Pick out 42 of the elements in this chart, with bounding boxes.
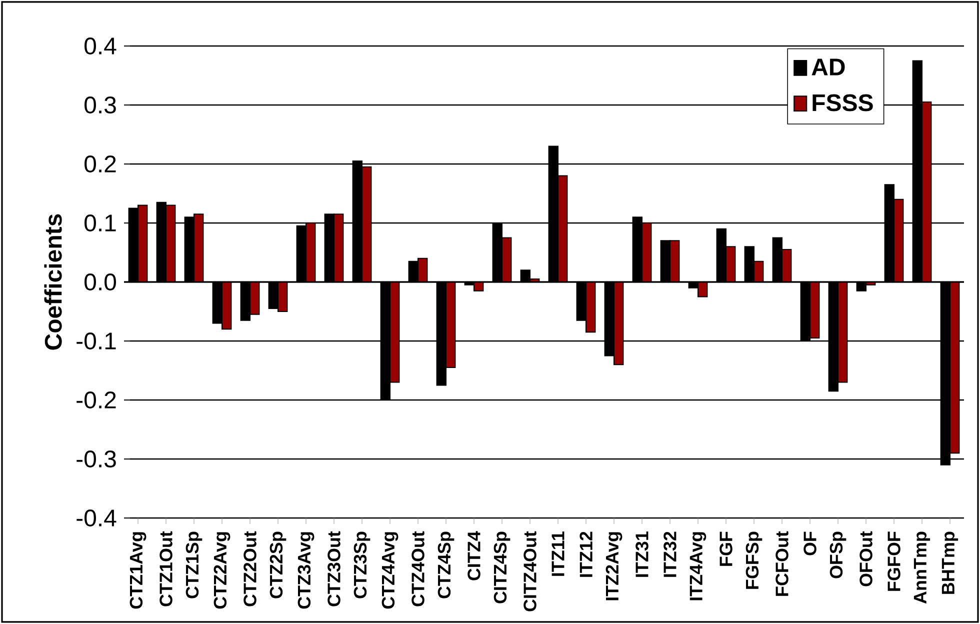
x-tick-label: CTZ2Sp	[270, 532, 286, 598]
x-tick-label: ITZ12	[580, 532, 592, 577]
x-tick-label: CTZ2Out	[244, 531, 256, 606]
x-tick-label: BHTmp	[942, 532, 958, 594]
x-tick-label: AnnTmp	[914, 532, 930, 604]
x-tick-label: ITZ4Avg	[690, 532, 706, 600]
y-tick-label: 0.4	[84, 38, 116, 54]
y-tick-label: 0.0	[84, 274, 116, 290]
x-tick-label: CTZ2Avg	[214, 532, 230, 609]
y-tick-label: 0.2	[84, 156, 116, 172]
x-tick-label: OFOut	[860, 531, 872, 586]
y-tick-label: -0.3	[76, 450, 116, 468]
x-tick-label: CTZ4Sp	[438, 532, 454, 598]
y-axis-title: Coefficients	[44, 214, 62, 350]
x-tick-label: CTZ1Sp	[186, 532, 202, 598]
y-tick-label: -0.2	[76, 392, 116, 408]
x-tick-label: CITZ4Out	[524, 531, 536, 612]
x-tick-label: FGFSp	[746, 532, 762, 589]
legend-label: FSSS	[812, 94, 873, 112]
legend-label: AD	[812, 58, 845, 76]
x-tick-label: OF	[804, 532, 816, 556]
x-tick-label: CTZ4Out	[412, 531, 424, 606]
x-tick-label: FGF	[720, 532, 732, 566]
x-tick-label: CTZ3Avg	[298, 532, 314, 609]
x-tick-label: ITZ11	[552, 532, 564, 576]
x-tick-label: FGFOF	[888, 532, 900, 591]
x-tick-label: ITZ32	[664, 532, 676, 577]
x-tick-label: OFSp	[830, 532, 846, 578]
y-tick-label: 0.3	[84, 96, 116, 114]
x-tick-label: CTZ1Out	[160, 531, 172, 606]
x-tick-label: ITZ2Avg	[606, 532, 622, 600]
x-tick-label: CTZ4Avg	[382, 532, 398, 609]
y-tick-label: 0.1	[84, 214, 116, 232]
x-tick-label: ITZ31	[636, 532, 648, 577]
y-tick-label: -0.1	[76, 332, 116, 350]
x-tick-label: CTZ1Avg	[130, 532, 146, 609]
x-tick-label: CITZ4Sp	[494, 532, 510, 604]
x-tick-label: CTZ3Sp	[354, 532, 370, 598]
x-tick-label: FCFOut	[776, 531, 788, 596]
x-tick-label: CTZ3Out	[328, 531, 340, 606]
y-tick-label: -0.4	[76, 509, 116, 526]
x-tick-label: CITZ4	[468, 531, 480, 580]
